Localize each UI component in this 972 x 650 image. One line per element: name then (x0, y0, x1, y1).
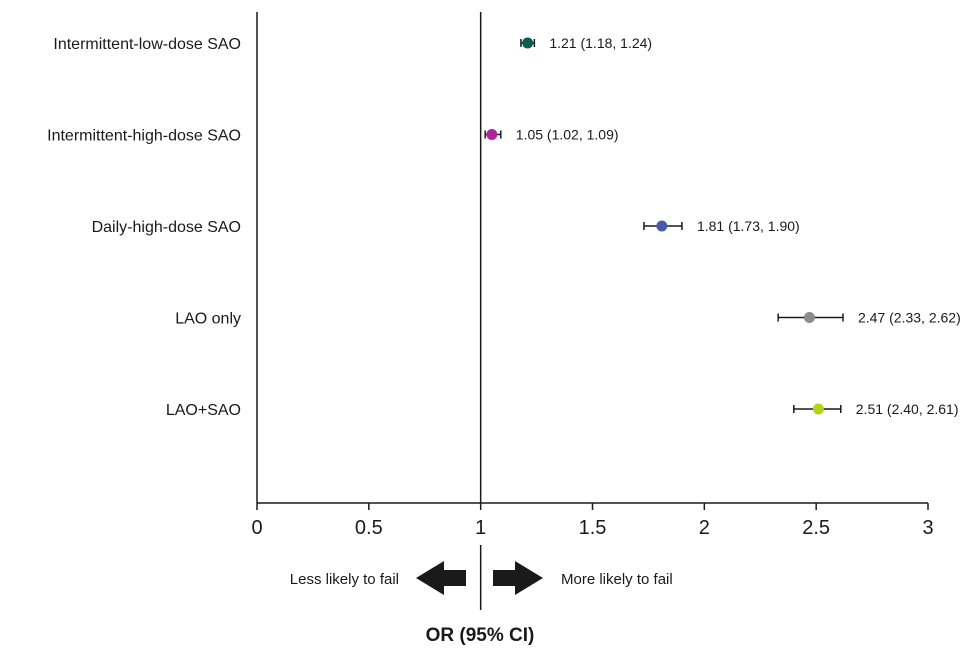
category-label: LAO+SAO (166, 402, 241, 419)
forest-row: Intermittent-high-dose SAO 1.05 (1.02, 1.… (47, 127, 618, 145)
x-tick-label: 2 (699, 517, 710, 539)
x-tick-label: 1 (475, 517, 486, 539)
or-value-label: 1.81 (1.73, 1.90) (697, 218, 800, 234)
category-label: Intermittent-high-dose SAO (47, 128, 241, 145)
x-tick-label: 0 (251, 517, 262, 539)
or-point (812, 403, 824, 415)
x-tick-label: 3 (922, 517, 933, 539)
forest-rows: Intermittent-low-dose SAO 1.21 (1.18, 1.2… (47, 35, 961, 419)
direction-label-left: Less likely to fail (290, 571, 399, 588)
forest-row: LAO+SAO 2.51 (2.40, 2.61) (166, 401, 959, 419)
category-label: Intermittent-low-dose SAO (53, 36, 241, 53)
x-axis-title: OR (95% CI) (426, 625, 535, 646)
x-tick-label: 2.5 (802, 517, 830, 539)
or-value-label: 2.51 (2.40, 2.61) (856, 401, 959, 417)
or-point (522, 37, 534, 49)
category-label: Daily-high-dose SAO (92, 219, 241, 236)
or-point (803, 312, 815, 323)
or-value-label: 2.47 (2.33, 2.62) (858, 310, 961, 326)
or-value-label: 1.21 (1.18, 1.24) (549, 35, 652, 51)
x-tick-label: 1.5 (579, 517, 607, 539)
or-point (656, 220, 668, 232)
forest-row: LAO only 2.47 (2.33, 2.62) (175, 310, 961, 328)
x-tick-label: 0.5 (355, 517, 383, 539)
arrow-left-icon (416, 561, 466, 595)
or-point (486, 129, 498, 140)
forest-row: Daily-high-dose SAO 1.81 (1.73, 1.90) (92, 218, 800, 236)
x-axis-ticks: 0 0.5 1 1.5 2 2.5 3 (251, 503, 934, 539)
arrow-right-icon (493, 561, 543, 595)
forest-row: Intermittent-low-dose SAO 1.21 (1.18, 1.2… (53, 35, 652, 53)
or-value-label: 1.05 (1.02, 1.09) (516, 127, 619, 143)
category-label: LAO only (175, 311, 241, 328)
direction-label-right: More likely to fail (561, 571, 673, 588)
